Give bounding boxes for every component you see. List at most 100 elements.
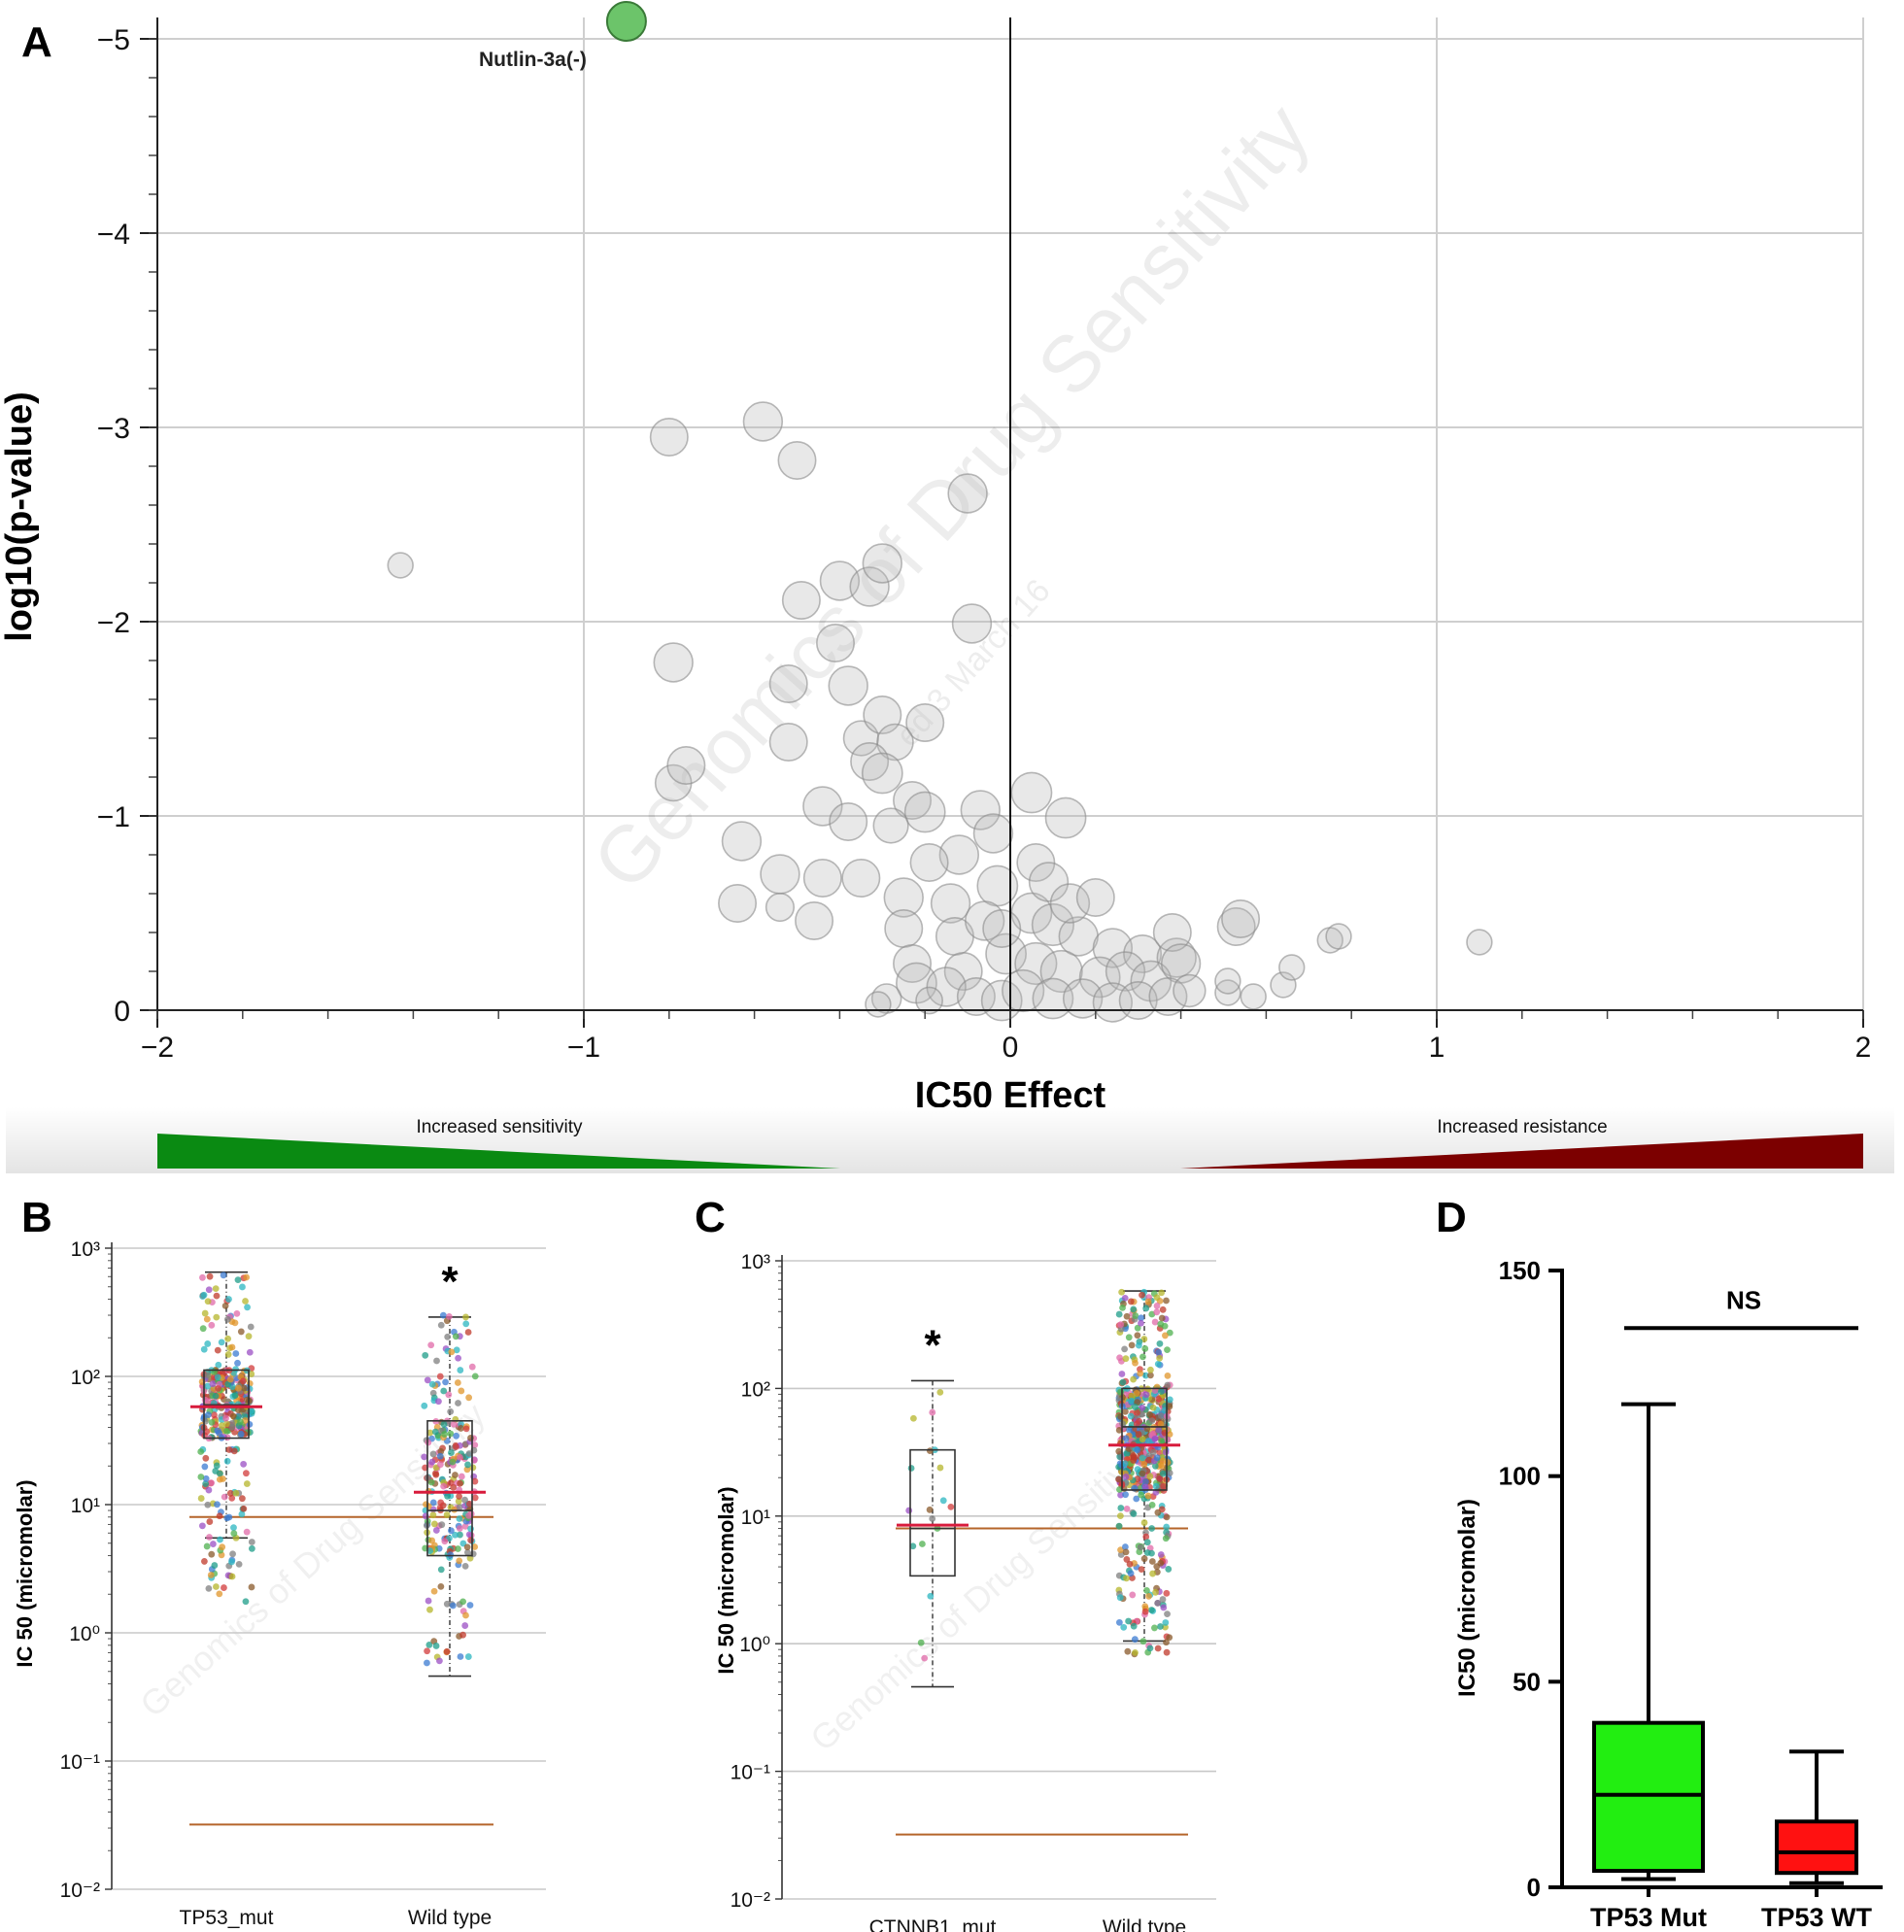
drug-point[interactable] <box>768 663 808 703</box>
drug-point[interactable] <box>943 951 983 991</box>
highlight-point[interactable] <box>605 1 647 42</box>
drug-point[interactable] <box>947 473 988 514</box>
drug-point[interactable] <box>884 908 924 948</box>
drug-point[interactable] <box>795 900 834 940</box>
drug-point[interactable] <box>883 877 924 918</box>
drug-point[interactable] <box>1156 937 1197 978</box>
sample-point <box>471 1494 479 1502</box>
sample-point <box>1156 1339 1164 1347</box>
drug-point[interactable] <box>903 791 946 833</box>
drug-point[interactable] <box>1123 933 1163 973</box>
sample-point <box>1166 1634 1173 1642</box>
drug-point[interactable] <box>819 560 861 601</box>
drug-point[interactable] <box>1270 971 1297 999</box>
drug-point[interactable] <box>1240 983 1267 1010</box>
drug-point[interactable] <box>976 864 1019 907</box>
sample-point <box>1154 1644 1162 1652</box>
drug-point[interactable] <box>802 786 843 827</box>
drug-point[interactable] <box>1148 976 1188 1016</box>
drug-point[interactable] <box>721 821 763 862</box>
sample-point <box>1115 1522 1123 1530</box>
drug-point[interactable] <box>915 986 943 1015</box>
sample-point <box>909 1414 917 1422</box>
volcano-points <box>387 1 1493 1023</box>
y-tick-label: 0 <box>114 996 130 1028</box>
drug-point[interactable] <box>1062 978 1104 1019</box>
drug-point[interactable] <box>765 892 796 923</box>
sample-point <box>1126 1560 1134 1568</box>
drug-point[interactable] <box>861 752 903 795</box>
drug-point[interactable] <box>1075 877 1115 917</box>
drug-point[interactable] <box>1028 862 1070 902</box>
sample-point <box>421 1402 428 1409</box>
drug-point[interactable] <box>1032 977 1074 1020</box>
drug-point[interactable] <box>742 401 784 442</box>
sample-point <box>211 1411 218 1419</box>
drug-point[interactable] <box>893 780 933 820</box>
drug-point[interactable] <box>938 834 980 875</box>
drug-point[interactable] <box>1152 912 1192 952</box>
drug-point[interactable] <box>768 722 808 762</box>
drug-point[interactable] <box>876 723 914 762</box>
drug-point[interactable] <box>1278 954 1306 981</box>
sample-point <box>1121 1543 1129 1550</box>
drug-point[interactable] <box>930 883 971 924</box>
sample-point <box>237 1328 245 1336</box>
drug-point[interactable] <box>829 801 868 841</box>
drug-point[interactable] <box>649 417 689 457</box>
drug-point[interactable] <box>850 741 890 781</box>
drug-point[interactable] <box>841 858 881 898</box>
drug-point[interactable] <box>1031 902 1074 947</box>
sample-point <box>1153 1454 1161 1462</box>
drug-point[interactable] <box>1044 797 1087 839</box>
drug-point[interactable] <box>1325 923 1352 950</box>
drug-point[interactable] <box>960 790 1001 830</box>
sample-point <box>206 1518 214 1525</box>
sample-point <box>1162 1448 1170 1456</box>
drug-point[interactable] <box>1105 951 1146 992</box>
drug-point[interactable] <box>387 552 414 579</box>
drug-point[interactable] <box>865 991 892 1018</box>
drug-point[interactable] <box>653 642 694 683</box>
drug-point[interactable] <box>816 623 856 662</box>
drug-point[interactable] <box>718 883 758 923</box>
drug-point[interactable] <box>951 603 993 644</box>
box <box>909 1448 956 1577</box>
drug-point[interactable] <box>1058 916 1099 957</box>
drug-point[interactable] <box>982 908 1022 948</box>
drug-point[interactable] <box>1466 929 1493 956</box>
drug-point[interactable] <box>1221 898 1261 938</box>
drug-point[interactable] <box>802 858 842 898</box>
sample-point <box>1127 1412 1135 1420</box>
drug-point[interactable] <box>1039 949 1083 994</box>
drug-point[interactable] <box>1216 906 1256 946</box>
drug-point[interactable] <box>1014 941 1058 986</box>
drug-point[interactable] <box>760 854 800 895</box>
drug-point[interactable] <box>956 976 996 1016</box>
drug-point[interactable] <box>905 702 945 742</box>
sample-point <box>1115 1447 1123 1455</box>
sample-point <box>1134 1408 1140 1416</box>
drug-point[interactable] <box>666 745 706 785</box>
drug-point[interactable] <box>777 440 817 480</box>
drug-point[interactable] <box>781 580 821 620</box>
sample-point <box>199 1325 207 1333</box>
drug-point[interactable] <box>1214 979 1241 1006</box>
sample-point <box>1147 1366 1154 1373</box>
sample-point <box>1134 1324 1141 1332</box>
drug-point[interactable] <box>1092 982 1134 1023</box>
drug-point[interactable] <box>1016 842 1056 882</box>
drug-point[interactable] <box>985 932 1028 975</box>
drug-point[interactable] <box>1214 967 1241 995</box>
drug-point[interactable] <box>1078 956 1121 999</box>
drug-point[interactable] <box>862 543 902 584</box>
drug-point[interactable] <box>972 813 1014 854</box>
drug-point[interactable] <box>1010 771 1053 814</box>
drug-point[interactable] <box>1173 973 1207 1008</box>
drug-point[interactable] <box>828 665 868 706</box>
drug-point[interactable] <box>849 566 890 607</box>
drug-point[interactable] <box>1049 883 1091 924</box>
drug-point[interactable] <box>909 842 949 882</box>
sample-point <box>432 1643 440 1649</box>
drug-point[interactable] <box>872 807 909 844</box>
